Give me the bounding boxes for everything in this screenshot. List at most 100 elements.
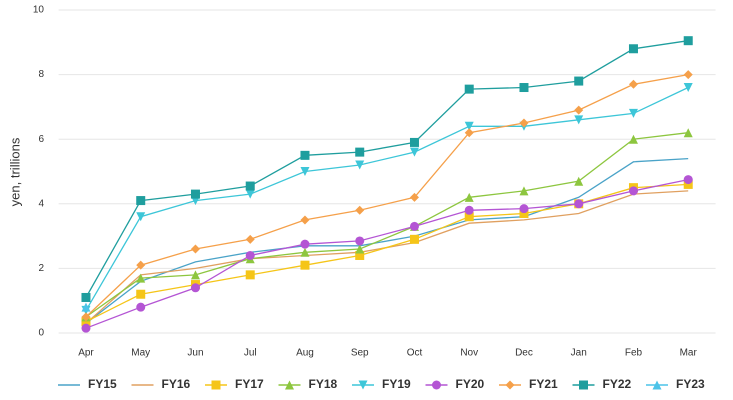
point (464, 212, 474, 222)
point (628, 108, 638, 118)
x-tick-label: Feb (625, 348, 643, 359)
point (519, 83, 529, 93)
point (464, 84, 474, 94)
point (358, 380, 368, 390)
point (136, 212, 146, 222)
point (81, 323, 91, 333)
point (409, 221, 419, 231)
legend: FY15 FY16 FY17 FY18 FY19 FY20 FY21 FY22 FY23 (58, 377, 705, 391)
point (519, 208, 529, 218)
point (464, 121, 474, 131)
point (81, 302, 91, 312)
point (81, 317, 91, 327)
x-tick-label: May (131, 348, 150, 359)
point (355, 205, 365, 215)
point (245, 250, 255, 260)
point (683, 70, 693, 80)
point (409, 234, 419, 244)
point (519, 204, 529, 214)
point (683, 179, 693, 189)
point (300, 150, 310, 160)
point (574, 115, 584, 125)
series-line (85, 132, 689, 318)
x-tick-label: Sep (351, 348, 369, 359)
point (464, 192, 474, 202)
point (136, 273, 146, 283)
point (81, 312, 91, 322)
point (136, 260, 146, 270)
point (355, 160, 365, 170)
series-line (85, 73, 689, 318)
point (300, 239, 310, 249)
series-line (85, 183, 689, 323)
point (355, 147, 365, 157)
point (579, 380, 588, 390)
point (409, 137, 419, 147)
point (574, 176, 584, 186)
y-tick-label: 0 (38, 328, 44, 339)
legend-label: FY20 (456, 377, 485, 391)
point (464, 205, 474, 215)
series-line (85, 40, 689, 298)
point (628, 44, 638, 54)
point (190, 283, 200, 293)
x-tick-label: Jan (571, 348, 587, 359)
x-tick-label: Mar (680, 348, 698, 359)
series-line (85, 190, 689, 324)
series-line (85, 178, 689, 329)
point (683, 36, 693, 46)
point (505, 380, 515, 390)
point (574, 199, 584, 209)
point (409, 147, 419, 157)
point (652, 380, 662, 390)
point (136, 302, 146, 312)
y-axis-label: yen, trillions (7, 137, 22, 206)
point (190, 270, 200, 280)
point (519, 118, 529, 128)
point (574, 105, 584, 115)
point (519, 186, 529, 196)
point (300, 215, 310, 225)
point (245, 270, 255, 280)
x-tick-label: Apr (78, 348, 94, 359)
point (355, 250, 365, 260)
legend-label: FY15 (88, 377, 117, 391)
legend-label: FY18 (309, 377, 338, 391)
legend-label: FY17 (235, 377, 264, 391)
point (245, 181, 255, 191)
x-tick-label: Oct (407, 348, 423, 359)
y-tick-label: 6 (38, 134, 44, 145)
point (245, 234, 255, 244)
point (136, 289, 146, 299)
y-tick-label: 4 (38, 198, 44, 209)
y-tick-label: 8 (38, 69, 44, 80)
y-tick-label: 2 (38, 263, 44, 274)
y-tick-label: 10 (33, 5, 45, 16)
point (683, 128, 693, 138)
legend-label: FY19 (382, 377, 411, 391)
point (355, 244, 365, 254)
point (190, 244, 200, 254)
point (245, 189, 255, 199)
point (355, 236, 365, 246)
point (628, 134, 638, 144)
point (628, 79, 638, 89)
point (683, 175, 693, 185)
point (683, 83, 693, 93)
legend-label: FY21 (529, 377, 558, 391)
point (464, 128, 474, 138)
point (300, 247, 310, 257)
x-tick-label: Aug (296, 348, 314, 359)
x-tick-label: Jul (244, 348, 257, 359)
series-line (85, 86, 689, 311)
x-tick-label: Jun (187, 348, 203, 359)
point (300, 260, 310, 270)
point (211, 380, 221, 390)
point (190, 189, 200, 199)
x-tick-label: Nov (460, 348, 478, 359)
legend-label: FY16 (162, 377, 191, 391)
point (432, 380, 441, 390)
point (300, 167, 310, 176)
point (628, 186, 638, 196)
